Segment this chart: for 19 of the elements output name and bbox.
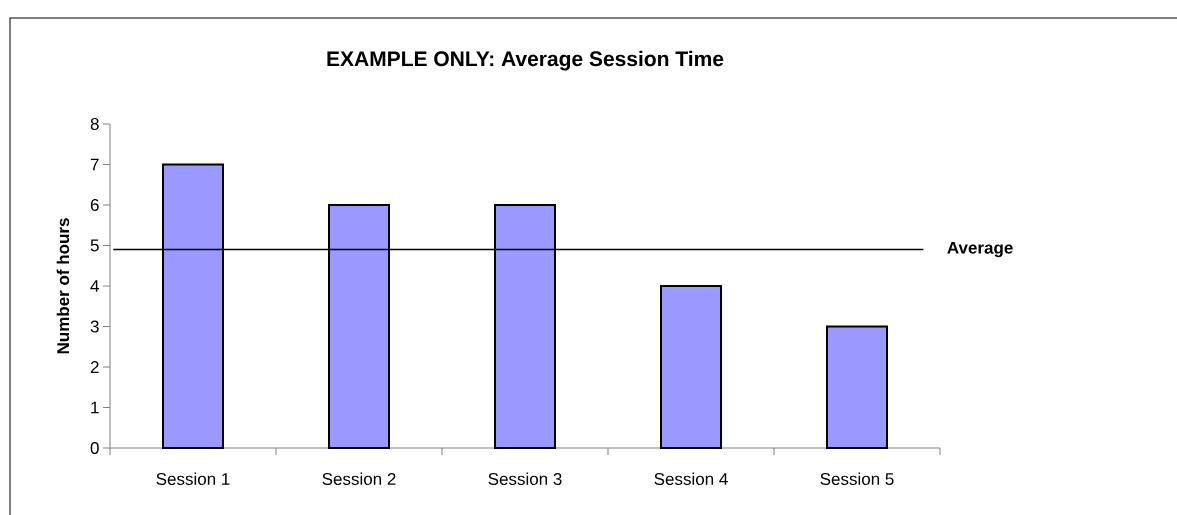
y-tick-label: 3 <box>90 320 99 333</box>
ref-line-label: Average <box>947 241 1013 258</box>
bar <box>660 285 723 449</box>
bar <box>826 325 888 449</box>
y-tick-label: 4 <box>90 280 99 292</box>
y-tick-label: 2 <box>90 361 99 373</box>
x-tick-label: Session 2 <box>322 472 396 486</box>
y-tick-label: 5 <box>90 239 99 252</box>
y-tick-label: 8 <box>90 117 99 131</box>
x-tick-label: Session 5 <box>820 472 894 486</box>
y-axis-title: Number of hours <box>56 218 70 354</box>
y-tick-label: 7 <box>90 158 99 171</box>
x-tick-label: Session 3 <box>488 472 562 486</box>
y-tick-label: 0 <box>90 441 99 455</box>
x-tick-label: Session 4 <box>654 472 728 486</box>
chart-title: EXAMPLE ONLY: Average Session Time <box>327 50 724 71</box>
y-tick-label: 6 <box>90 198 99 212</box>
x-tick-label: Session 1 <box>156 472 230 486</box>
y-tick-label: 1 <box>91 401 99 414</box>
